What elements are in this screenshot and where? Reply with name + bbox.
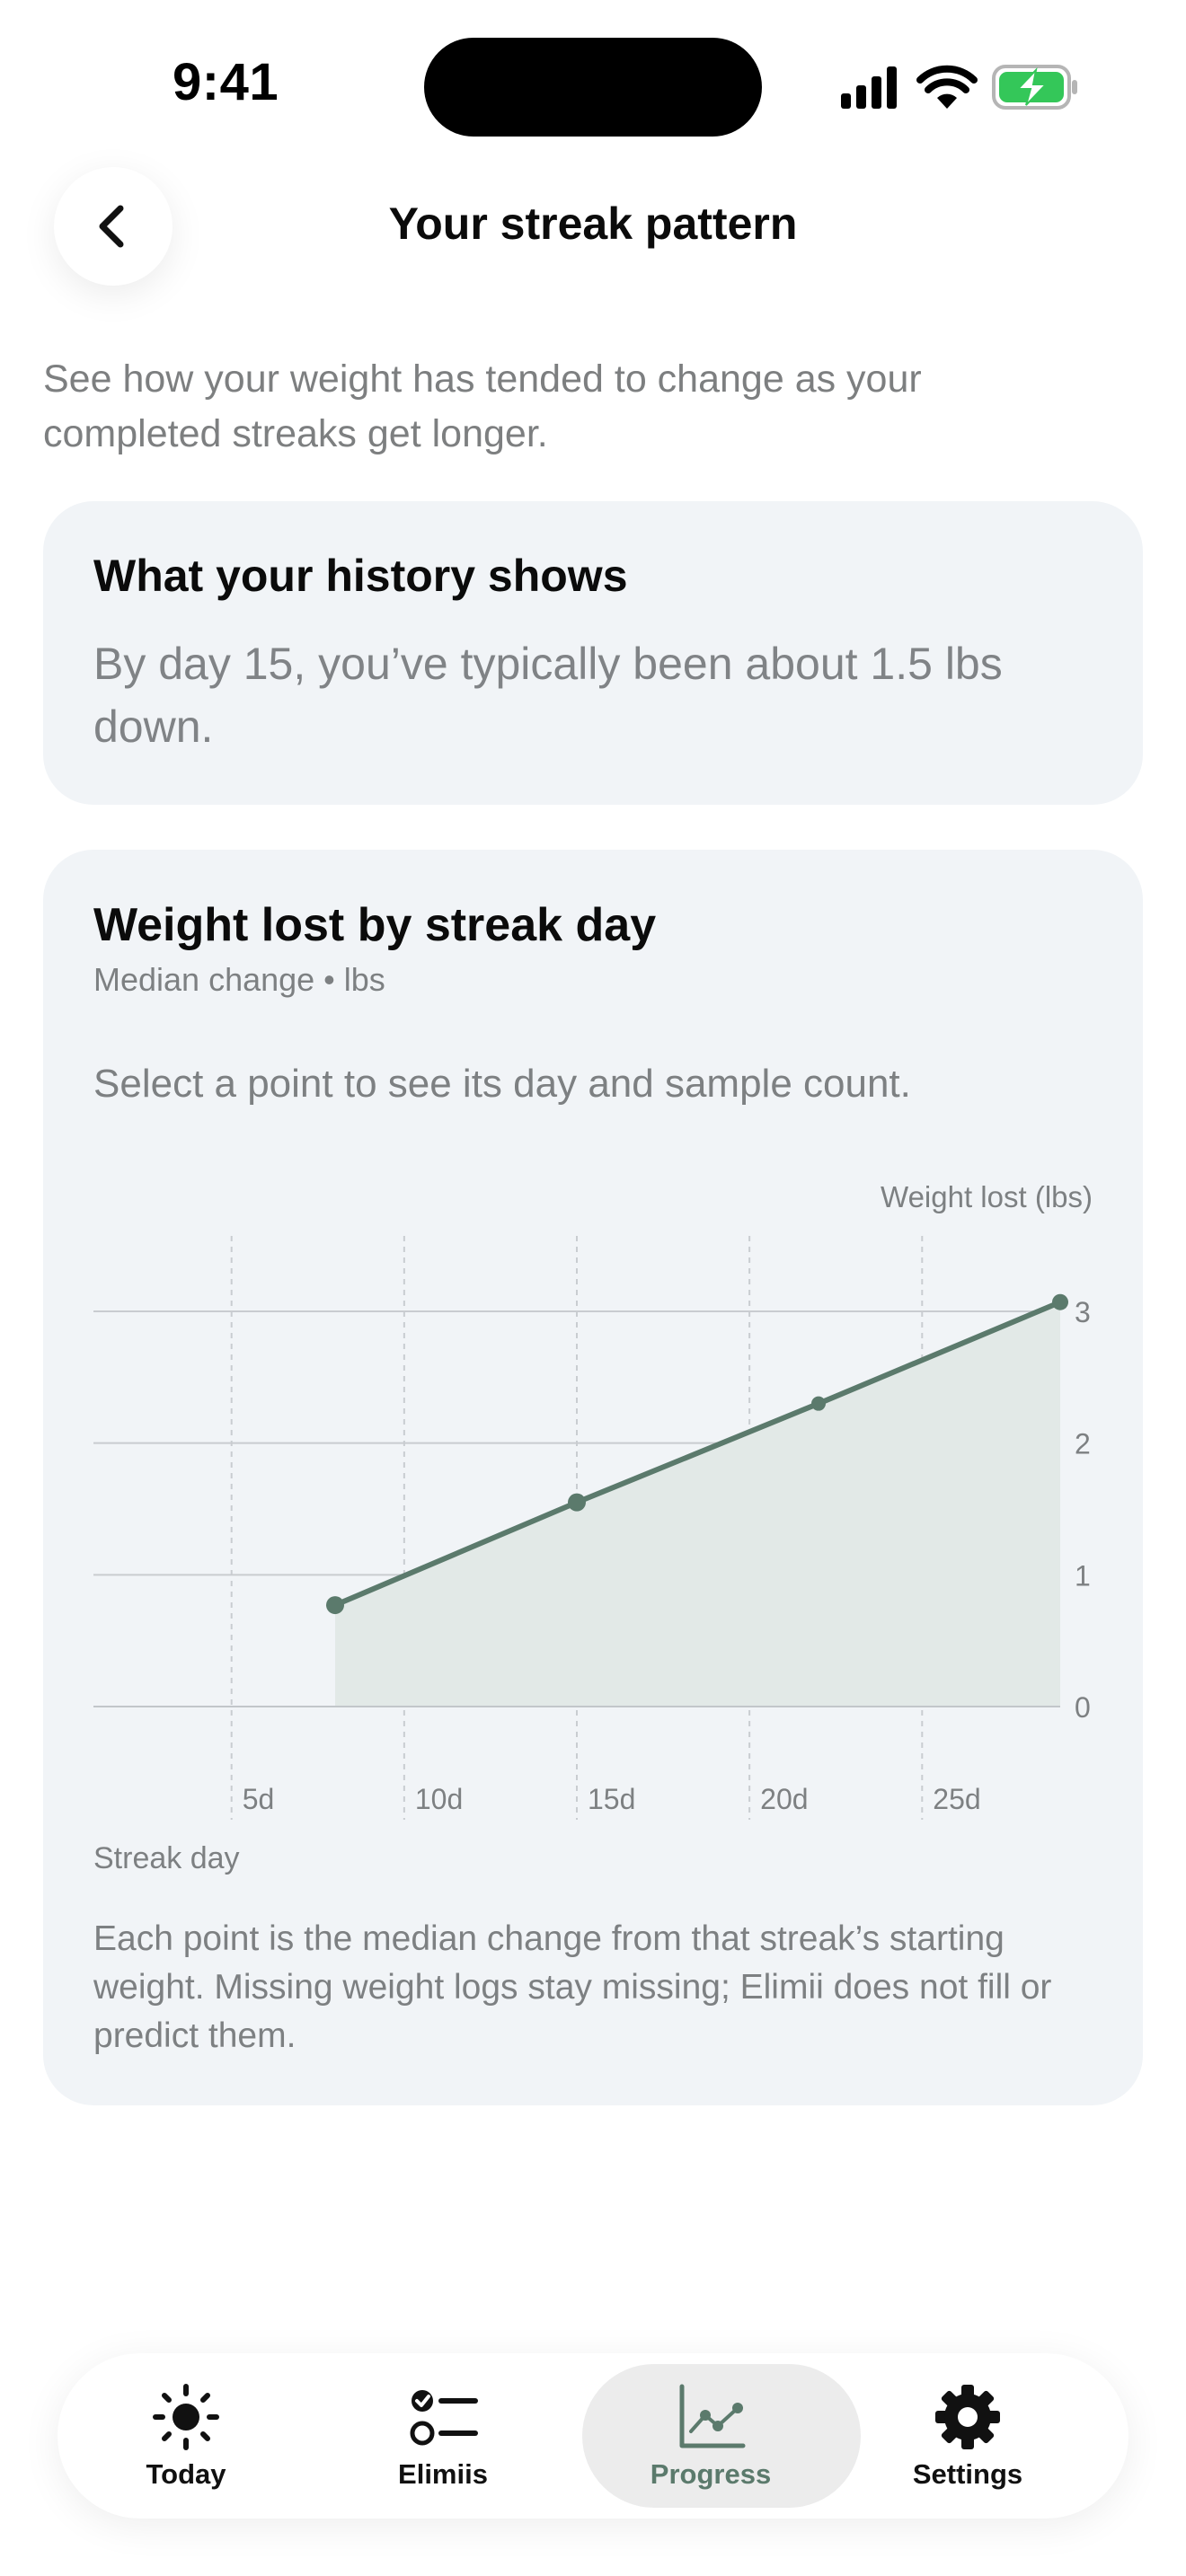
intro-text: See how your weight has tended to change…	[43, 357, 922, 455]
tab-today[interactable]: Today	[58, 2353, 314, 2519]
chevron-left-icon	[99, 205, 124, 248]
x-axis-title: Streak day	[93, 1841, 240, 1875]
checklist-icon	[410, 2390, 478, 2446]
chart-card: Weight lost by streak day Median change …	[43, 850, 1143, 2105]
data-point	[326, 1596, 344, 1615]
x-tick-label: 5d	[243, 1783, 275, 1815]
chart-hint: Select a point to see its day and sample…	[93, 1062, 911, 1106]
series-line	[332, 1299, 1063, 1609]
y-tick-label: 1	[1075, 1559, 1091, 1592]
y-axis-title: Weight lost (lbs)	[881, 1180, 1093, 1213]
tab-label: Settings	[912, 2458, 1023, 2490]
back-button[interactable]	[54, 167, 173, 286]
status-icons	[841, 65, 1077, 110]
series-area	[335, 1301, 1060, 1707]
y-tick-label: 0	[1075, 1691, 1091, 1724]
weight-lost-chart: 0 1 2 3 5d 10d 15d 20d 25d Weight lost (lbs)	[93, 1180, 1093, 1820]
chart-note: Each point is the median change from tha…	[93, 1919, 1052, 2055]
x-tick-label: 20d	[760, 1783, 808, 1815]
tab-label: Progress	[650, 2458, 772, 2490]
chart-title: Weight lost by streak day	[93, 899, 657, 951]
wifi-icon	[916, 65, 978, 109]
sun-icon	[153, 2384, 219, 2450]
tab-selected-indicator	[582, 2364, 861, 2508]
tab-label: Elimiis	[398, 2458, 488, 2490]
tab-label: Today	[146, 2458, 226, 2490]
chart-icon	[679, 2384, 746, 2448]
history-card: What your history shows By day 15, you’v…	[43, 501, 1143, 805]
x-tick-label: 15d	[588, 1783, 635, 1815]
tab-bar: Today Elimiis Progress	[58, 2353, 1128, 2519]
chart-subtitle: Median change • lbs	[93, 961, 385, 998]
history-card-body: By day 15, you’ve typically been about 1…	[93, 639, 1003, 752]
cellular-signal-icon	[841, 66, 897, 109]
y-tick-label: 3	[1075, 1296, 1091, 1328]
tab-elimiis[interactable]: Elimiis	[314, 2353, 571, 2519]
status-time: 9:41	[173, 53, 279, 111]
history-card-title: What your history shows	[93, 551, 628, 601]
data-point	[1052, 1293, 1068, 1310]
battery-charging-icon	[992, 65, 1077, 110]
y-tick-label: 2	[1075, 1428, 1091, 1460]
x-tick-label: 25d	[933, 1783, 980, 1815]
dynamic-island	[424, 38, 762, 137]
tab-settings[interactable]: Settings	[839, 2353, 1096, 2519]
tab-progress[interactable]: Progress	[582, 2353, 861, 2519]
page-title: Your streak pattern	[388, 198, 798, 249]
x-tick-label: 10d	[415, 1783, 463, 1815]
data-point	[811, 1396, 826, 1411]
gear-icon	[935, 2385, 1000, 2449]
data-point	[568, 1493, 586, 1512]
